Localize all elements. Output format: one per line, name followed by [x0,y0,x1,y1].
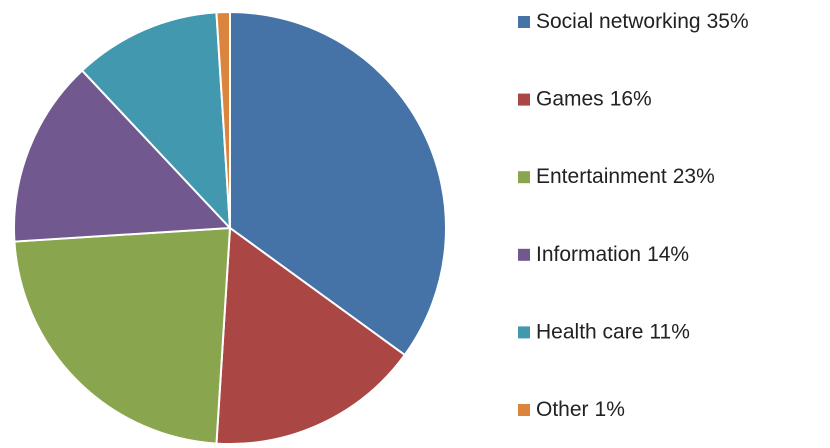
legend-swatch [518,16,530,28]
legend-label: Games 16% [536,87,652,110]
pie-slice [215,10,231,229]
legend-name: Games [536,87,604,110]
legend-value: 14% [647,242,689,265]
legend-name: Social networking [536,10,701,33]
legend-swatch [518,404,530,416]
legend-value: 1% [595,398,625,421]
pie-slice [13,69,233,243]
pie-slice [229,10,447,357]
pie-slice [13,226,232,445]
pie-slice [80,11,232,231]
legend-swatch [518,248,530,261]
legend-swatch [518,93,530,106]
legend-name: Information [536,242,641,265]
legend-label: Social networking 35% [536,10,749,33]
legend-label: Entertainment 23% [536,165,715,188]
legend-value: 11% [649,320,689,343]
legend-value: 23% [673,165,715,188]
legend-label: Information 14% [536,242,689,265]
legend-label: Health care 11% [536,320,690,343]
legend-name: Entertainment [536,165,667,188]
legend-value: 16% [610,87,652,110]
legend-name: Health care [536,320,643,343]
legend-value: 35% [707,10,749,33]
pie-slice [215,226,407,445]
legend-label: Other 1% [536,398,625,421]
legend-name: Other [536,398,589,421]
legend-swatch [518,326,530,339]
legend-swatch [518,171,530,184]
